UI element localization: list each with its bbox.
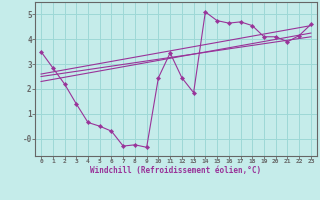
X-axis label: Windchill (Refroidissement éolien,°C): Windchill (Refroidissement éolien,°C) [91, 166, 261, 175]
